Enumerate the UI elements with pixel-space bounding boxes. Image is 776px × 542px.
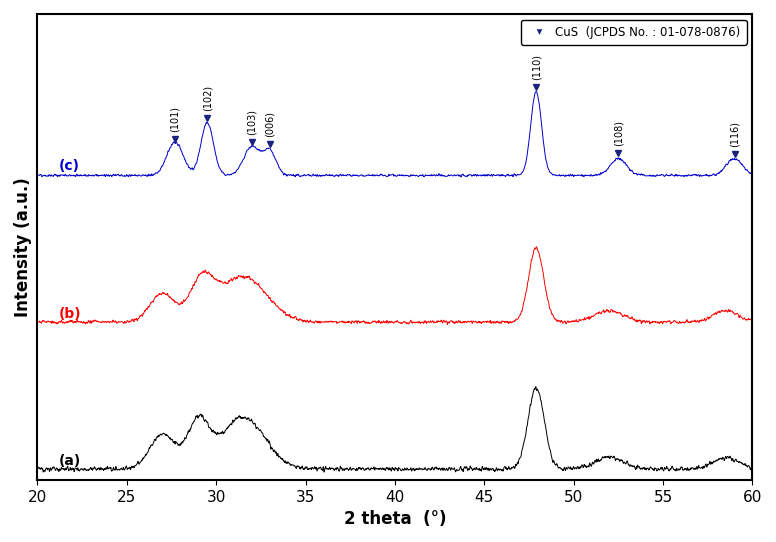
Legend: CuS  (JCPDS No. : 01-078-0876): CuS (JCPDS No. : 01-078-0876) xyxy=(521,20,747,44)
Text: (101): (101) xyxy=(170,106,180,132)
Text: (116): (116) xyxy=(729,121,740,147)
Text: (b): (b) xyxy=(59,307,81,321)
Text: (c): (c) xyxy=(59,159,80,173)
Text: (103): (103) xyxy=(247,109,257,135)
Text: (006): (006) xyxy=(265,111,275,137)
Text: (102): (102) xyxy=(203,85,213,111)
Text: (a): (a) xyxy=(59,454,81,468)
Text: (108): (108) xyxy=(613,120,623,146)
Text: (110): (110) xyxy=(531,54,541,80)
Y-axis label: Intensity (a.u.): Intensity (a.u.) xyxy=(14,177,32,317)
X-axis label: 2 theta  (°): 2 theta (°) xyxy=(344,510,446,528)
